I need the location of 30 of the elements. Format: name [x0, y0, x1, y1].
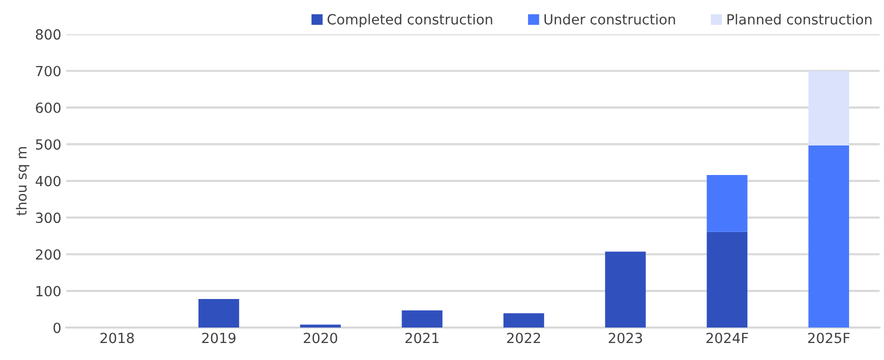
y-tick-label: 800	[36, 29, 61, 40]
y-axis-title: thou sq m	[16, 147, 30, 216]
x-tick-label: 2022	[507, 332, 540, 344]
y-tick-label: 500	[36, 139, 61, 150]
x-tick-label: 2025F	[808, 332, 850, 344]
legend-label: Planned construction	[728, 14, 872, 25]
y-tick-label: 700	[36, 66, 61, 76]
y-tick-label: 600	[36, 102, 61, 114]
bar	[808, 70, 850, 146]
x-tick-label: 2024F	[706, 332, 748, 344]
bar	[706, 232, 748, 328]
y-tick-label: 0	[54, 322, 61, 334]
bar	[503, 313, 544, 328]
x-tick-label: 2020	[304, 332, 338, 344]
y-tick-label: 200	[36, 249, 61, 260]
x-tick-label: 2021	[405, 332, 438, 344]
x-tick-label: 2018	[100, 332, 134, 344]
y-tick-label: 400	[36, 176, 61, 186]
bar	[706, 175, 748, 232]
bar	[402, 310, 442, 328]
x-tick-label: 2019	[202, 332, 236, 344]
y-tick-label: 300	[36, 212, 61, 224]
y-tick-label: 100	[36, 286, 61, 296]
bar	[300, 324, 341, 328]
legend-label: Under construction	[544, 14, 675, 25]
x-tick-label: 2023	[608, 332, 642, 344]
bar	[808, 145, 850, 328]
bar	[605, 252, 646, 328]
legend-label: Completed construction	[328, 14, 492, 28]
bar	[198, 298, 240, 328]
